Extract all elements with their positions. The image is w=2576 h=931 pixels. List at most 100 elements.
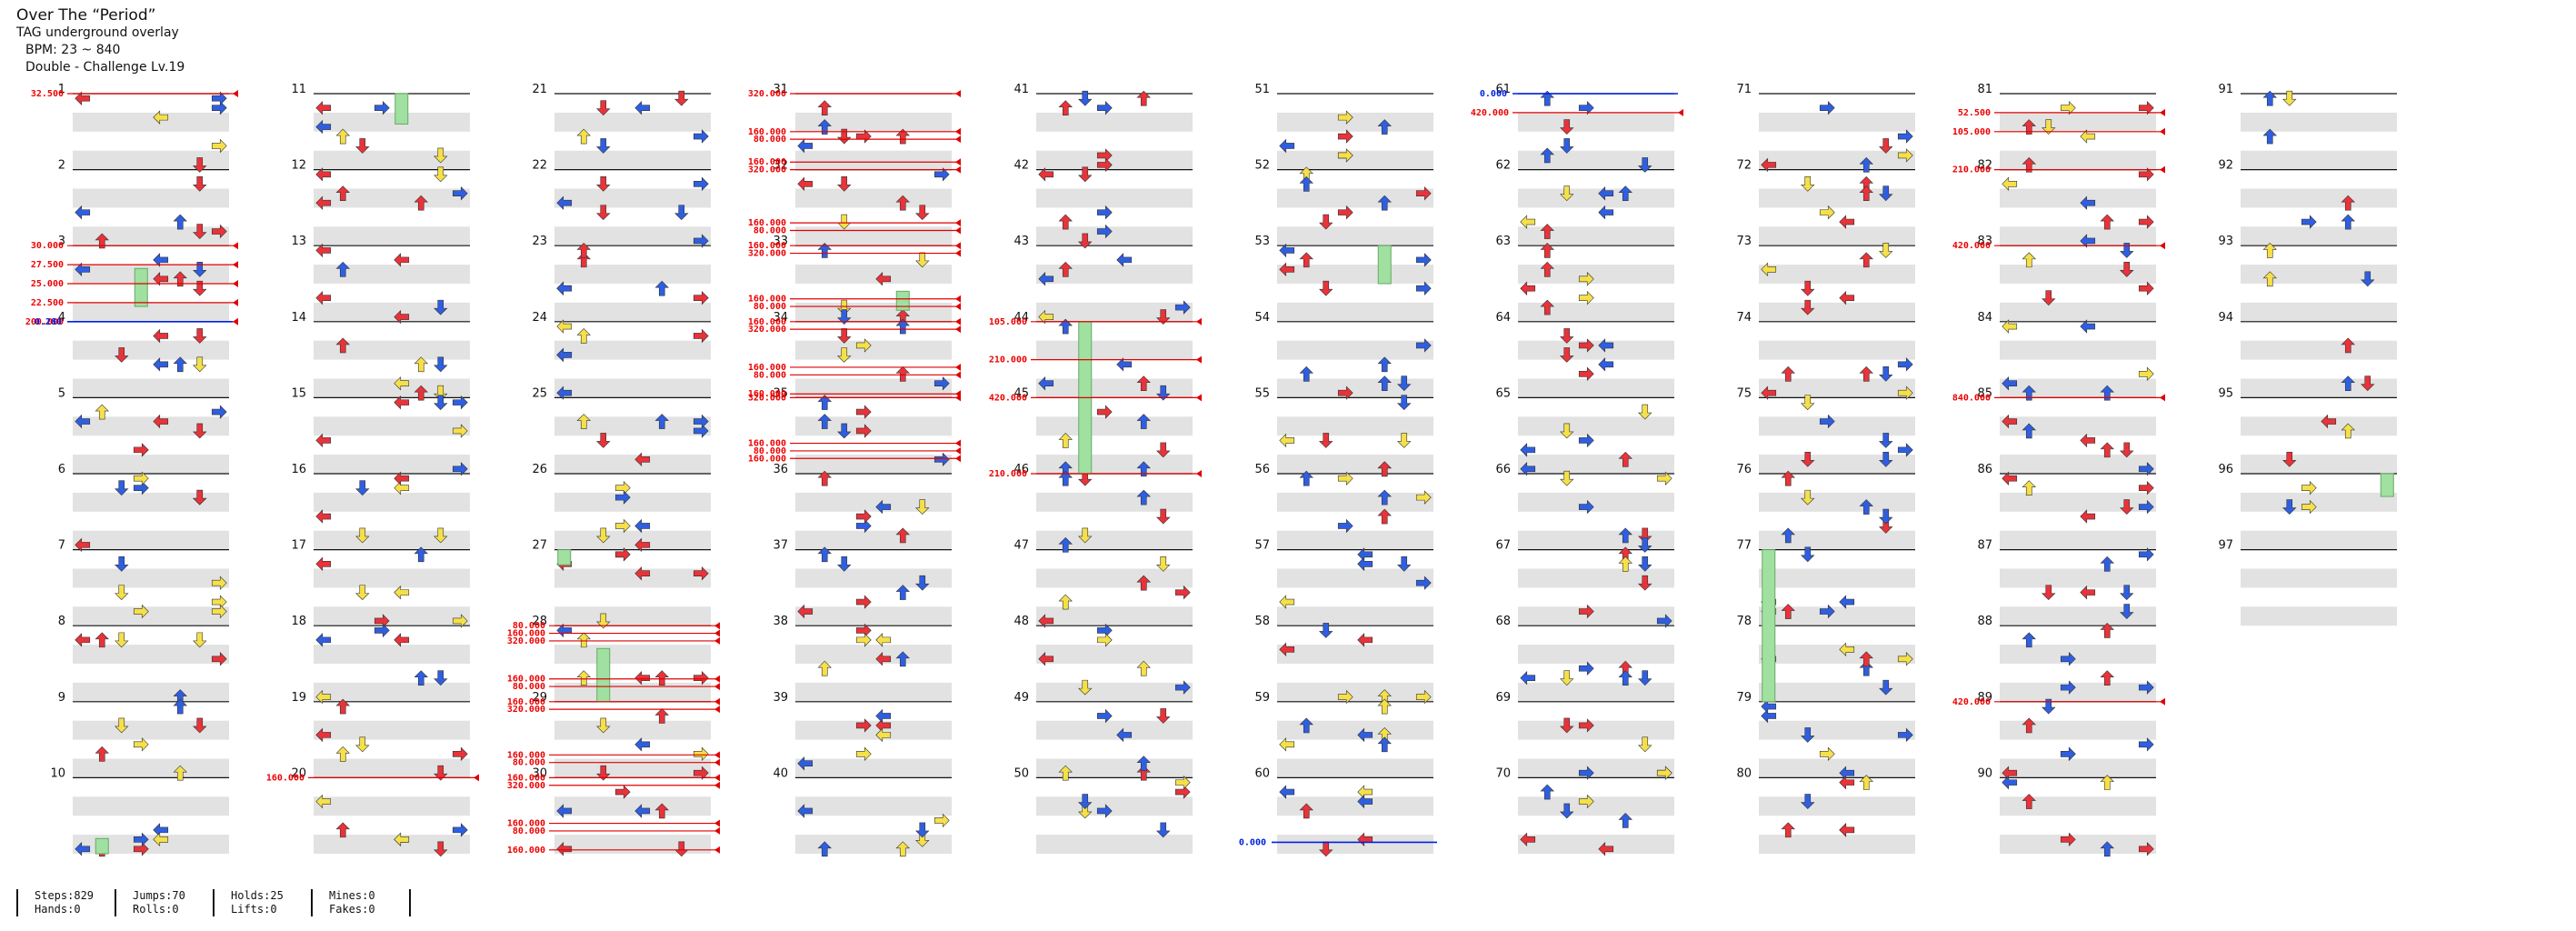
- beat-band: [73, 720, 229, 740]
- step-arrow: [934, 452, 950, 467]
- step-arrow: [211, 405, 227, 419]
- arrow-shape: [1096, 708, 1113, 724]
- beat-band: [795, 492, 952, 512]
- measure-number: 60: [1254, 766, 1270, 780]
- step-arrow: [1136, 660, 1151, 676]
- step-arrow: [2361, 375, 2375, 392]
- step-arrow: [173, 765, 187, 781]
- step-arrow: [596, 765, 611, 781]
- arrow-shape: [556, 385, 573, 400]
- step-arrow: [1819, 414, 1835, 429]
- measure-74: 74: [1736, 311, 1915, 398]
- arrow-shape: [1618, 556, 1632, 572]
- measure-number: 53: [1254, 235, 1270, 248]
- step-arrow: [394, 395, 410, 410]
- arrow-shape: [1819, 604, 1835, 619]
- measure-31: 31: [773, 83, 952, 170]
- step-arrow: [2301, 499, 2317, 515]
- arrow-shape: [1058, 765, 1073, 781]
- step-arrow: [1879, 679, 1893, 696]
- step-arrow: [434, 356, 448, 373]
- stats-col-1: Steps:829 Hands:0: [16, 889, 115, 916]
- step-arrow: [133, 604, 149, 619]
- measure-number: 33: [773, 235, 788, 248]
- bpm-change: 105.000: [989, 317, 1202, 327]
- bpm-change: 80.000: [513, 826, 720, 836]
- stop-label: 0.000: [1239, 837, 1266, 847]
- arrow-shape: [2002, 319, 2018, 334]
- step-arrow: [855, 338, 872, 353]
- step-arrow: [634, 100, 651, 115]
- step-arrow: [1560, 423, 1574, 439]
- bpm-change: 160.000: [748, 454, 961, 464]
- measure-47: 47: [1013, 539, 1193, 626]
- step-arrow: [1319, 214, 1333, 230]
- arrow-shape: [895, 318, 910, 335]
- arrow-shape: [817, 395, 832, 410]
- step-arrow: [895, 527, 910, 544]
- arrow-shape: [1279, 785, 1295, 799]
- arrow-shape: [817, 841, 832, 857]
- step-arrow: [1560, 803, 1574, 819]
- step-arrow: [817, 414, 832, 429]
- measure-number: 44: [1013, 311, 1029, 325]
- arrow-shape: [855, 595, 872, 609]
- arrow-shape: [1136, 765, 1151, 781]
- difficulty-label: Double - Challenge Lv.19: [25, 60, 185, 75]
- bpm-change: 80.000: [754, 370, 961, 380]
- measure-50: 50: [1013, 766, 1193, 854]
- measure-24: 24: [532, 311, 711, 398]
- step-arrow: [2262, 271, 2277, 287]
- arrow-shape: [193, 157, 207, 173]
- step-arrow: [2100, 385, 2114, 401]
- stats-col-3: Holds:25 Lifts:0: [213, 889, 311, 916]
- beat-band: [554, 378, 711, 398]
- arrow-shape: [614, 518, 631, 534]
- arrow-shape: [895, 128, 910, 145]
- arrow-shape: [1897, 385, 1913, 400]
- step-arrow: [875, 727, 892, 743]
- measure-number: 9: [58, 691, 65, 705]
- beat-band: [73, 645, 229, 664]
- beat-band: [1277, 416, 1433, 436]
- bpm-change: 160.000: [507, 629, 720, 639]
- step-arrow: [2080, 585, 2096, 600]
- arrow-shape: [934, 376, 950, 391]
- step-arrow: [634, 566, 651, 581]
- step-arrow: [1520, 281, 1536, 295]
- beat-band: [1518, 682, 1674, 702]
- beat-band: [2241, 378, 2397, 398]
- step-arrow: [1415, 281, 1432, 295]
- step-arrow: [934, 167, 950, 182]
- step-arrow: [934, 813, 950, 828]
- arrow-shape: [1038, 309, 1054, 325]
- arrow-shape: [2262, 128, 2277, 145]
- step-arrow: [2138, 215, 2154, 229]
- bpm-marker: [955, 158, 961, 166]
- step-arrow: [1801, 727, 1815, 743]
- step-arrow: [2042, 290, 2056, 306]
- arrow-shape: [1299, 717, 1313, 734]
- measure-number: 46: [1013, 463, 1029, 476]
- arrow-shape: [173, 765, 187, 781]
- stat-lifts: Lifts:0: [231, 903, 277, 916]
- step-arrow: [1136, 375, 1151, 392]
- beat-band: [2241, 226, 2397, 246]
- arrow-shape: [1096, 205, 1113, 220]
- measure-number: 94: [2218, 311, 2233, 325]
- arrow-shape: [1598, 338, 1614, 353]
- step-arrow: [1897, 357, 1913, 372]
- arrow-shape: [133, 471, 149, 486]
- step-arrow: [1397, 556, 1412, 572]
- bpm-label: 320.000: [748, 89, 786, 99]
- measure-65: 65: [1495, 386, 1674, 474]
- measure-number: 34: [773, 311, 788, 325]
- arrow-shape: [915, 822, 930, 838]
- step-arrow: [797, 138, 814, 154]
- beat-band: [314, 302, 470, 322]
- arrow-shape: [1038, 652, 1054, 666]
- arrow-shape: [875, 652, 892, 666]
- step-arrow: [1598, 338, 1614, 353]
- step-arrow: [193, 717, 207, 734]
- step-arrow: [315, 794, 332, 809]
